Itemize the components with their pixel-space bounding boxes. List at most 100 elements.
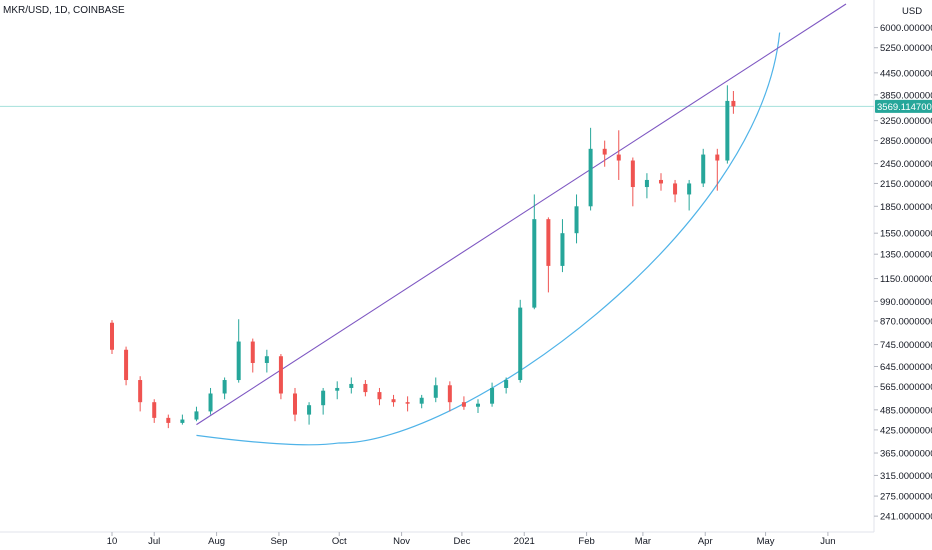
candle-down: [250, 338, 255, 373]
x-tick-label: Nov: [393, 536, 410, 547]
candle-body: [574, 206, 579, 234]
candle-body: [222, 380, 227, 394]
candle-body: [687, 183, 692, 195]
candle-down: [138, 376, 143, 412]
candle-body: [518, 307, 523, 381]
y-tick-label: 1550.00000000: [880, 229, 932, 240]
candle-body: [560, 233, 565, 266]
y-tick-label: 645.00000000: [880, 362, 932, 373]
y-tick-label: 241.00000000: [880, 512, 932, 523]
candle-down: [673, 179, 678, 203]
candle-body: [731, 100, 736, 107]
y-tick-label: 5250.00000000: [880, 43, 932, 54]
x-tick-label: Apr: [698, 536, 713, 547]
last-price-badge-bg: [875, 99, 932, 113]
candle-down: [124, 346, 129, 386]
y-tick-label: 2150.00000000: [880, 179, 932, 190]
candle-body: [349, 383, 354, 388]
last-price-label: 3569.11470000: [877, 102, 932, 113]
candle-body: [292, 393, 297, 415]
x-tick-label: 2021: [514, 536, 535, 547]
candle-up: [588, 127, 593, 211]
candle-body: [250, 341, 255, 363]
candle-body: [644, 179, 649, 188]
candle-up: [701, 148, 706, 188]
y-tick-label: 485.00000000: [880, 405, 932, 416]
candle-body: [307, 405, 312, 415]
candle-down: [391, 394, 396, 407]
candle-down: [152, 399, 157, 423]
candle-body: [715, 154, 720, 161]
candle-body: [673, 183, 678, 195]
candle-down: [715, 148, 720, 191]
candle-down: [166, 414, 171, 429]
candle-up: [644, 173, 649, 199]
candles: [110, 85, 736, 429]
y-tick-label: 315.00000000: [880, 471, 932, 482]
candle-up: [490, 382, 495, 407]
candle-body: [363, 383, 368, 393]
candle-up: [518, 299, 523, 383]
candle-body: [138, 380, 143, 403]
candle-up: [475, 399, 480, 413]
time-axis[interactable]: 10 Jul Aug Sep Oct Nov Dec 2021 Feb Mar Apr May Jun: [0, 531, 874, 547]
y-tick-label: 1150.00000000: [880, 274, 932, 285]
candle-body: [658, 179, 663, 184]
candle-body: [278, 356, 283, 394]
y-tick-label: 275.00000000: [880, 492, 932, 503]
candle-up: [532, 194, 537, 310]
candle-body: [236, 341, 241, 381]
chart-title: MKR/USD, 1D, COINBASE: [3, 5, 125, 16]
candle-down: [602, 140, 607, 167]
y-tick-label: 870.00000000: [880, 316, 932, 327]
y-tick-label: 2850.00000000: [880, 136, 932, 147]
candle-down: [546, 217, 551, 293]
candle-body: [419, 397, 424, 404]
y-tick-label: 990.00000000: [880, 297, 932, 308]
y-tick-label: 365.00000000: [880, 449, 932, 460]
candle-body: [504, 380, 509, 388]
y-tick-label: 1850.00000000: [880, 202, 932, 213]
x-tick-label: May: [757, 536, 775, 547]
x-tick-label: Dec: [453, 536, 470, 547]
candle-body: [110, 322, 114, 350]
candle-up: [433, 377, 438, 403]
x-tick-label: Jul: [148, 536, 160, 547]
y-tick-label: 3850.00000000: [880, 90, 932, 101]
candle-up: [180, 414, 185, 425]
candle-down: [630, 157, 635, 207]
y-tick-label: 6000.00000000: [880, 23, 932, 34]
candle-up: [725, 85, 730, 164]
candle-body: [475, 403, 480, 407]
y-tick-label: 425.00000000: [880, 425, 932, 436]
price-axis[interactable]: USD 6000.00000000 5250.00000000 4450.00000…: [873, 0, 932, 532]
candle-body: [616, 154, 621, 161]
candle-body: [602, 148, 607, 155]
candle-down: [278, 354, 283, 400]
y-tick-label: 745.00000000: [880, 340, 932, 351]
candle-up: [236, 319, 241, 383]
y-tick-label: 4450.00000000: [880, 68, 932, 79]
candle-body: [152, 402, 157, 418]
candle-up: [222, 377, 227, 400]
y-tick-label: 565.00000000: [880, 382, 932, 393]
x-tick-label: Sep: [270, 536, 287, 547]
support-curve[interactable]: [196, 32, 781, 446]
candle-up: [335, 381, 340, 400]
candle-body: [377, 392, 382, 400]
candle-down: [363, 380, 368, 397]
candle-body: [124, 349, 129, 381]
candle-body: [532, 219, 537, 308]
candle-body: [194, 411, 199, 420]
candle-body: [701, 154, 706, 184]
candle-body: [391, 399, 396, 403]
candle-down: [447, 381, 452, 412]
candle-up: [574, 194, 579, 244]
candle-down: [292, 387, 297, 422]
y-tick-label: 1350.00000000: [880, 250, 932, 261]
x-tick-label: 10: [107, 536, 118, 547]
resistance-trend-line[interactable]: [196, 3, 847, 426]
x-tick-label: Feb: [578, 536, 594, 547]
